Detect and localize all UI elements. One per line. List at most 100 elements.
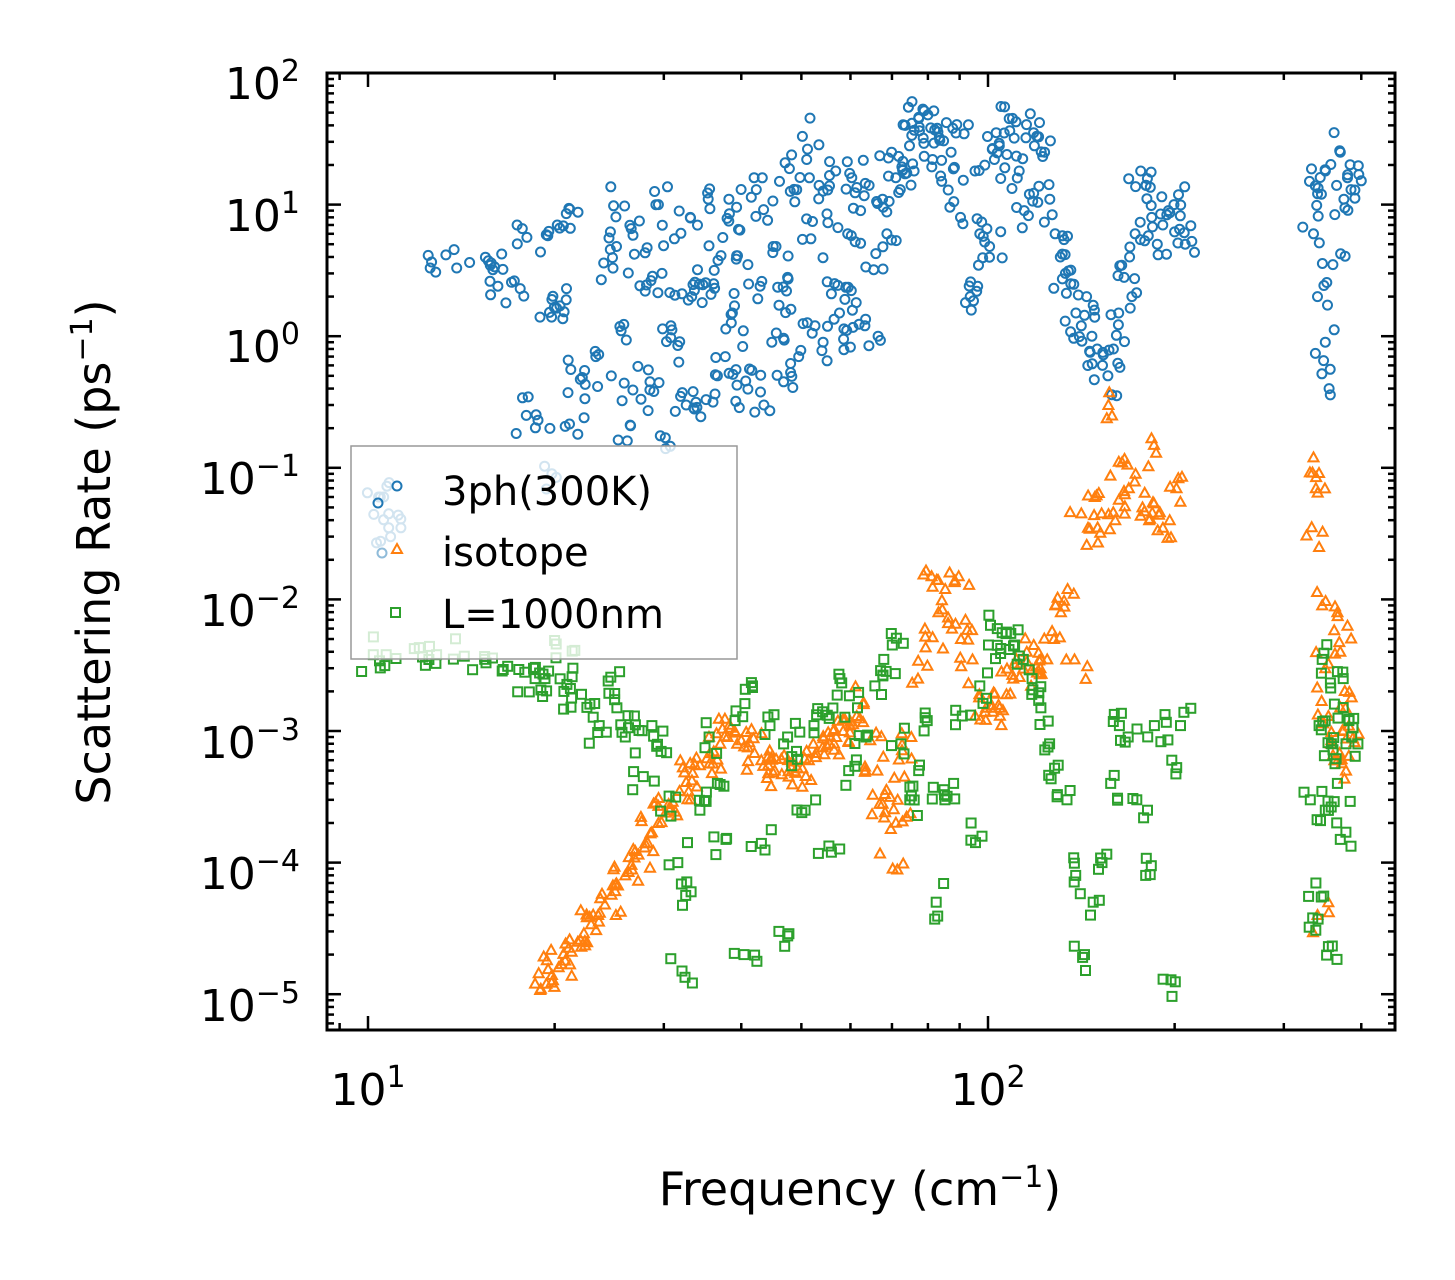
data-point	[1149, 445, 1163, 458]
data-point	[668, 233, 680, 245]
data-point	[883, 195, 895, 207]
data-point	[665, 810, 677, 822]
data-point	[1315, 815, 1326, 827]
legend-label-3ph: 3ph(300K)	[442, 469, 652, 515]
data-point	[1043, 179, 1055, 191]
data-point	[778, 738, 790, 750]
data-point	[844, 341, 856, 353]
data-point	[484, 275, 496, 287]
data-point	[615, 719, 627, 731]
data-point	[1107, 343, 1119, 355]
data-point	[891, 792, 905, 805]
data-point	[767, 247, 779, 259]
data-point	[1345, 840, 1357, 852]
data-point	[1124, 251, 1136, 263]
data-point	[1068, 876, 1080, 888]
data-point	[965, 652, 980, 665]
data-point	[1349, 750, 1361, 762]
data-point	[921, 715, 933, 727]
data-point	[618, 377, 630, 389]
data-point	[914, 759, 925, 771]
data-point	[926, 161, 938, 173]
data-point	[804, 112, 816, 124]
data-point	[618, 868, 632, 881]
data-point	[879, 782, 894, 795]
data-point	[1027, 637, 1041, 650]
data-point	[560, 294, 572, 306]
data-point	[999, 101, 1011, 113]
data-point	[1161, 248, 1172, 260]
data-point	[894, 184, 906, 196]
data-point	[528, 976, 542, 989]
data-point	[1160, 530, 1175, 543]
data-point	[840, 183, 852, 195]
data-point	[1328, 127, 1340, 139]
data-point	[1097, 359, 1108, 371]
data-point	[513, 664, 525, 675]
data-point	[611, 241, 622, 252]
data-point	[718, 780, 730, 792]
data-point	[1165, 974, 1177, 986]
data-point	[1316, 368, 1328, 380]
data-point	[1080, 659, 1094, 672]
data-point	[562, 387, 574, 399]
data-point	[958, 612, 973, 625]
data-point	[1101, 848, 1113, 860]
data-point	[938, 784, 950, 796]
data-point	[773, 299, 785, 311]
data-point	[783, 928, 795, 940]
data-point	[695, 411, 707, 423]
data-point	[516, 223, 528, 235]
data-point	[935, 170, 947, 182]
data-point	[940, 117, 952, 129]
data-point	[841, 156, 853, 168]
data-point	[791, 753, 803, 765]
data-point	[710, 752, 724, 765]
data-point	[885, 628, 897, 639]
data-point	[848, 679, 863, 692]
data-point	[1137, 504, 1152, 517]
data-point	[906, 96, 918, 108]
data-point	[1057, 599, 1071, 612]
data-point	[666, 324, 678, 336]
data-point	[1053, 630, 1067, 643]
data-point	[1034, 719, 1046, 730]
data-point	[557, 220, 569, 232]
data-point	[995, 173, 1007, 184]
data-point	[589, 923, 603, 936]
data-point	[737, 341, 749, 352]
data-point	[703, 731, 715, 743]
data-point	[758, 204, 770, 216]
data-point	[1077, 951, 1089, 963]
y-axis-label: Scattering Rate (ps−1)	[65, 299, 121, 804]
data-point	[708, 264, 720, 276]
data-point	[702, 193, 714, 205]
data-point	[739, 683, 751, 695]
data-point	[1026, 688, 1038, 700]
data-point	[529, 422, 541, 434]
data-point	[760, 770, 774, 783]
data-point	[1297, 221, 1309, 233]
data-point	[759, 844, 771, 856]
data-point	[1068, 857, 1080, 869]
data-point	[672, 340, 684, 351]
data-point	[714, 761, 728, 774]
data-point	[1325, 738, 1337, 750]
data-point	[1108, 708, 1120, 720]
data-point	[1060, 287, 1072, 299]
data-point	[877, 263, 889, 275]
data-point	[851, 182, 863, 193]
data-point	[949, 793, 961, 805]
data-point	[1120, 457, 1135, 470]
data-point	[690, 779, 704, 792]
series-L=1000nm	[356, 609, 1364, 1002]
data-point	[1328, 796, 1340, 808]
data-point	[557, 313, 569, 325]
data-point	[1332, 635, 1346, 648]
data-point	[1139, 235, 1151, 247]
data-point	[990, 127, 1002, 139]
data-point	[877, 241, 889, 253]
data-point	[1039, 744, 1051, 756]
data-point	[1033, 687, 1045, 699]
data-point	[1329, 209, 1341, 221]
